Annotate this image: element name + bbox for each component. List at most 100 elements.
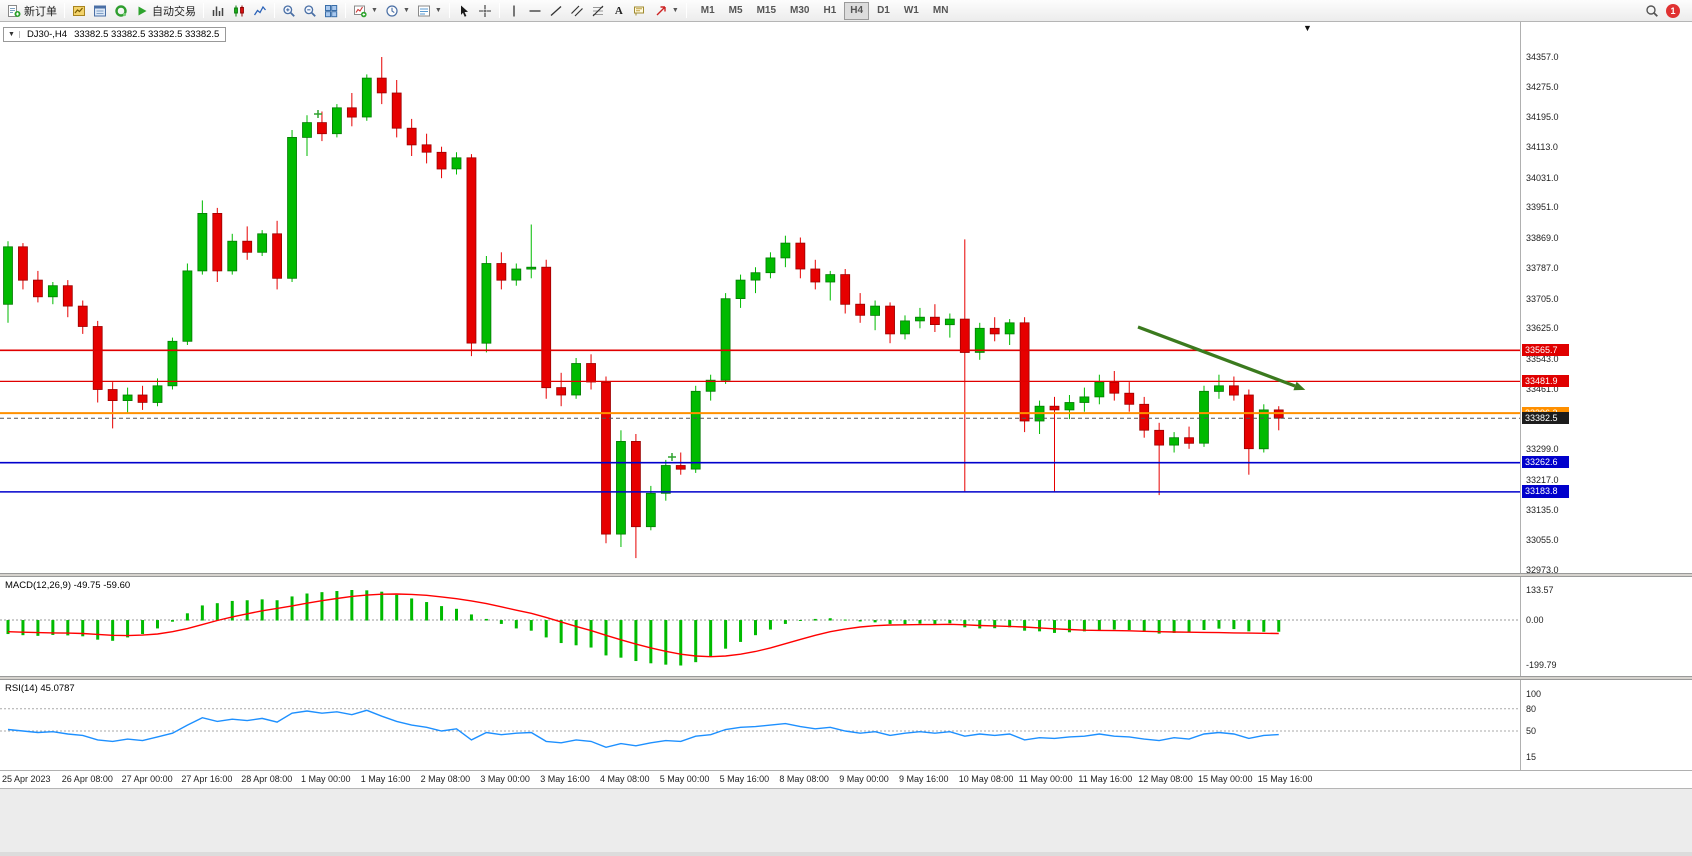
time-label: 10 May 08:00 bbox=[958, 774, 1014, 784]
candlestick-chart[interactable] bbox=[0, 22, 1692, 573]
timeframe-W1[interactable]: W1 bbox=[898, 2, 925, 20]
macd-axis[interactable]: 133.57 0.00 -199.79 bbox=[1520, 577, 1692, 676]
vertical-line-icon bbox=[507, 4, 521, 18]
timeframe-H4[interactable]: H4 bbox=[844, 1, 870, 20]
trendline-button[interactable] bbox=[546, 1, 566, 21]
candlestick-mode-button[interactable] bbox=[229, 1, 249, 21]
cursor-button[interactable] bbox=[454, 1, 474, 21]
auto-trading-button[interactable]: 自动交易 bbox=[132, 1, 199, 21]
macd-tick: 133.57 bbox=[1526, 585, 1554, 595]
timeframe-D1[interactable]: D1 bbox=[871, 2, 896, 20]
arrows-tool-button[interactable]: ▼ bbox=[651, 1, 682, 21]
toolbar-separator bbox=[685, 3, 687, 18]
rsi-panel: RSI(14) 45.0787 100 80 50 15 bbox=[0, 680, 1692, 770]
vertical-line-button[interactable] bbox=[504, 1, 524, 21]
trade-marker-icon bbox=[314, 110, 322, 118]
dropdown-caret-icon: ▼ bbox=[371, 7, 378, 14]
chart-shift-marker-icon[interactable]: ▼ bbox=[1303, 23, 1312, 33]
timeframe-MN[interactable]: MN bbox=[927, 2, 955, 20]
dropdown-caret-icon: ▼ bbox=[434, 7, 442, 14]
timeframe-toolbar: M1 M5 M15 M30 H1 H4 D1 W1 MN bbox=[695, 1, 955, 20]
price-tick: 34275.0 bbox=[1526, 82, 1559, 93]
market-watch-button[interactable] bbox=[69, 1, 89, 21]
time-label: 25 Apr 2023 bbox=[2, 774, 51, 784]
panel-splitter[interactable] bbox=[0, 676, 1692, 680]
terminal-button[interactable] bbox=[111, 1, 131, 21]
time-label: 11 May 16:00 bbox=[1078, 774, 1133, 784]
fibonacci-button[interactable] bbox=[588, 1, 608, 21]
bar-chart-button[interactable] bbox=[208, 1, 228, 21]
timeframe-M15[interactable]: M15 bbox=[751, 2, 782, 20]
panel-splitter[interactable] bbox=[0, 573, 1692, 577]
price-tick: 33135.0 bbox=[1526, 504, 1559, 515]
price-tick: 34357.0 bbox=[1526, 52, 1559, 62]
bar-chart-icon bbox=[211, 4, 225, 18]
macd-label: MACD(12,26,9) -49.75 -59.60 bbox=[5, 580, 131, 591]
dropdown-caret-icon: ▼ bbox=[402, 7, 410, 14]
horizontal-line-button[interactable] bbox=[525, 1, 545, 21]
time-axis[interactable]: 25 Apr 2023 26 Apr 08:00 27 Apr 00:00 27 Ap… bbox=[0, 770, 1692, 788]
timeframe-H1[interactable]: H1 bbox=[817, 2, 842, 20]
price-tick: 34113.0 bbox=[1526, 142, 1558, 153]
bottom-spacer bbox=[0, 788, 1692, 856]
zoom-in-button[interactable] bbox=[279, 1, 299, 21]
cursor-icon bbox=[457, 4, 471, 18]
notification-badge[interactable]: 1 bbox=[1666, 3, 1680, 18]
search-button[interactable] bbox=[1642, 1, 1662, 21]
arrows-tool-icon bbox=[654, 4, 668, 18]
price-tick: 33461.0 bbox=[1526, 384, 1559, 395]
crosshair-button[interactable] bbox=[475, 1, 495, 21]
main-toolbar: 新订单 自动交易 ▼ ▼ ▼ A ▼ M1 M5 M15 M3 bbox=[0, 0, 1692, 22]
time-label: 1 May 00:00 bbox=[301, 774, 351, 784]
timeframe-M1[interactable]: M1 bbox=[695, 2, 721, 20]
price-tick: 33625.0 bbox=[1526, 323, 1559, 334]
trade-marker-icon bbox=[668, 453, 676, 461]
macd-chart[interactable] bbox=[0, 577, 1692, 676]
text-tool-icon: A bbox=[614, 4, 623, 17]
new-order-label: 新订单 bbox=[24, 5, 57, 18]
toolbar-separator bbox=[203, 3, 204, 18]
channel-button[interactable] bbox=[567, 1, 587, 21]
text-label-button[interactable] bbox=[630, 1, 650, 21]
text-label-icon bbox=[633, 4, 647, 18]
zoom-out-icon bbox=[303, 4, 317, 18]
indicators-icon bbox=[353, 4, 367, 18]
macd-tick: 0.00 bbox=[1526, 615, 1544, 626]
price-tick: 34031.0 bbox=[1526, 172, 1559, 183]
chart-menu-caret-icon[interactable]: ▼ bbox=[8, 31, 20, 38]
macd-tick: -199.79 bbox=[1526, 660, 1557, 670]
dropdown-caret-icon: ▼ bbox=[671, 7, 679, 14]
time-label: 28 Apr 08:00 bbox=[241, 774, 293, 784]
tile-windows-icon bbox=[324, 4, 338, 18]
line-chart-button[interactable] bbox=[250, 1, 270, 21]
price-axis[interactable]: 34357.0 34275.0 34195.0 34113.0 34031.0 33951… bbox=[1520, 22, 1692, 575]
zoom-out-button[interactable] bbox=[300, 1, 320, 21]
toolbar-separator bbox=[274, 3, 275, 18]
indicators-button[interactable]: ▼ bbox=[350, 1, 381, 21]
templates-button[interactable]: ▼ bbox=[414, 1, 445, 21]
market-watch-icon bbox=[72, 4, 86, 18]
price-tick: 33705.0 bbox=[1526, 293, 1559, 304]
time-label: 5 May 00:00 bbox=[659, 774, 710, 784]
timeframe-M30[interactable]: M30 bbox=[784, 2, 815, 20]
candles bbox=[3, 57, 1284, 559]
rsi-tick: 100 bbox=[1526, 689, 1542, 699]
symbol-period-label: DJ30-,H4 bbox=[26, 29, 68, 40]
symbol-tab[interactable]: ▼ DJ30-,H4 33382.5 33382.5 33382.5 33382… bbox=[3, 27, 227, 42]
time-label: 1 May 16:00 bbox=[360, 774, 411, 784]
periods-clock-icon bbox=[385, 4, 399, 18]
rsi-tick: 80 bbox=[1526, 703, 1537, 714]
templates-icon bbox=[417, 4, 431, 18]
rsi-axis[interactable]: 100 80 50 15 bbox=[1520, 680, 1692, 770]
trend-arrow-head bbox=[1293, 381, 1306, 391]
auto-trading-label: 自动交易 bbox=[152, 5, 196, 18]
text-tool-button[interactable]: A bbox=[609, 1, 629, 21]
new-order-button[interactable]: 新订单 bbox=[4, 1, 60, 21]
rsi-chart[interactable] bbox=[0, 680, 1692, 770]
timeframe-M5[interactable]: M5 bbox=[723, 2, 749, 20]
navigator-button[interactable] bbox=[90, 1, 110, 21]
navigator-icon bbox=[93, 4, 107, 18]
tile-windows-button[interactable] bbox=[321, 1, 341, 21]
periods-button[interactable]: ▼ bbox=[382, 1, 413, 21]
